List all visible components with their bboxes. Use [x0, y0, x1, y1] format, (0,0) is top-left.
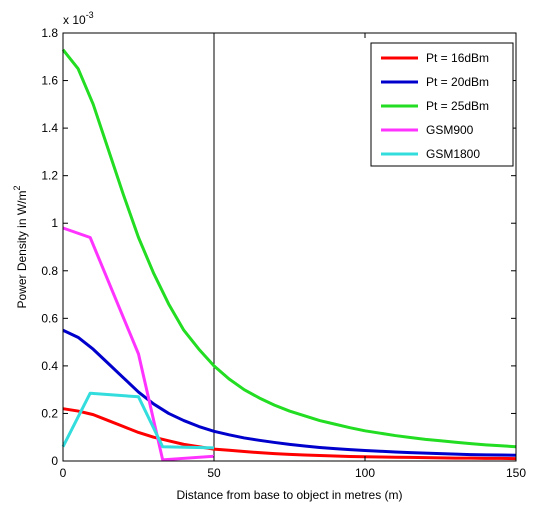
y-tick-label: 0.8	[41, 264, 58, 278]
y-tick-label: 1.6	[41, 74, 58, 88]
x-axis-label: Distance from base to object in metres (…	[176, 488, 402, 502]
y-tick-label: 0	[51, 454, 58, 468]
series-line-pt-20dbm	[62, 328, 517, 457]
ticks-layer: 0 50 100 150 0 0.2 0.4 0.6 0.8 1 1.2 1.4 1.6 1.8	[41, 26, 526, 480]
y-axis-label-text: Power Density in W/m	[15, 190, 29, 308]
y-tick-label: 1.8	[41, 26, 58, 40]
legend-label-pt-16dbm: Pt = 16dBm	[426, 51, 489, 65]
y-multiplier-base: x 10	[63, 13, 86, 27]
y-tick-label: 1.4	[41, 121, 58, 135]
y-tick-label: 0.6	[41, 311, 58, 325]
series-layer	[61, 48, 517, 462]
legend-label-pt-20dbm: Pt = 20dBm	[426, 75, 489, 89]
y-axis-label: Power Density in W/m2	[12, 185, 29, 308]
legend: Pt = 16dBm Pt = 20dBm Pt = 25dBm GSM900 GSM1…	[370, 42, 514, 167]
series-line-pt-16dbm	[62, 407, 517, 461]
y-tick-label: 1	[51, 216, 58, 230]
series-line-gsm1800	[61, 391, 215, 450]
y-multiplier-exponent: -3	[86, 10, 94, 20]
legend-label-gsm900: GSM900	[426, 123, 474, 137]
series-line-pt-25dbm	[61, 48, 517, 449]
legend-label-pt-25dbm: Pt = 25dBm	[426, 99, 489, 113]
x-tick-label: 150	[506, 466, 526, 480]
y-tick-label: 0.4	[41, 359, 58, 373]
legend-label-gsm1800: GSM1800	[426, 147, 480, 161]
plot-frame	[62, 32, 517, 462]
series-line-gsm900	[62, 226, 215, 462]
y-axis-label-superscript: 2	[12, 185, 22, 190]
y-tick-label: 0.2	[41, 406, 58, 420]
x-tick-label: 0	[60, 466, 67, 480]
x-tick-label: 100	[355, 466, 375, 480]
y-multiplier: x 10-3	[63, 10, 94, 27]
y-tick-label: 1.2	[41, 169, 58, 183]
x-tick-label: 50	[207, 466, 221, 480]
